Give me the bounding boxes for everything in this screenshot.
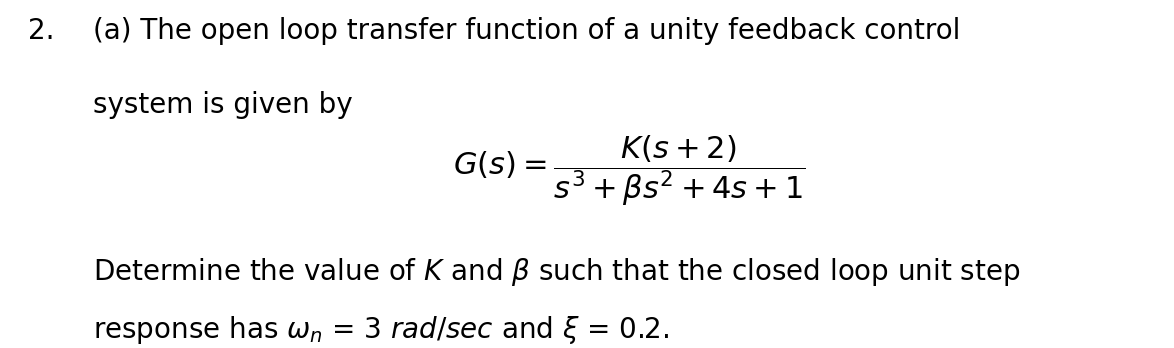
Text: $G(s) = \dfrac{K(s + 2)}{s^3 + \beta s^2 + 4s + 1}$: $G(s) = \dfrac{K(s + 2)}{s^3 + \beta s^2… xyxy=(453,133,807,208)
Text: 2.: 2. xyxy=(28,17,55,45)
Text: system is given by: system is given by xyxy=(93,90,352,119)
Text: response has $\omega_n$ = 3 $rad/sec$ and $\xi$ = 0.2.: response has $\omega_n$ = 3 $rad/sec$ an… xyxy=(93,314,669,346)
Text: Determine the value of $K$ and $\beta$ such that the closed loop unit step: Determine the value of $K$ and $\beta$ s… xyxy=(93,256,1020,288)
Text: (a) The open loop transfer function of a unity feedback control: (a) The open loop transfer function of a… xyxy=(93,17,960,45)
